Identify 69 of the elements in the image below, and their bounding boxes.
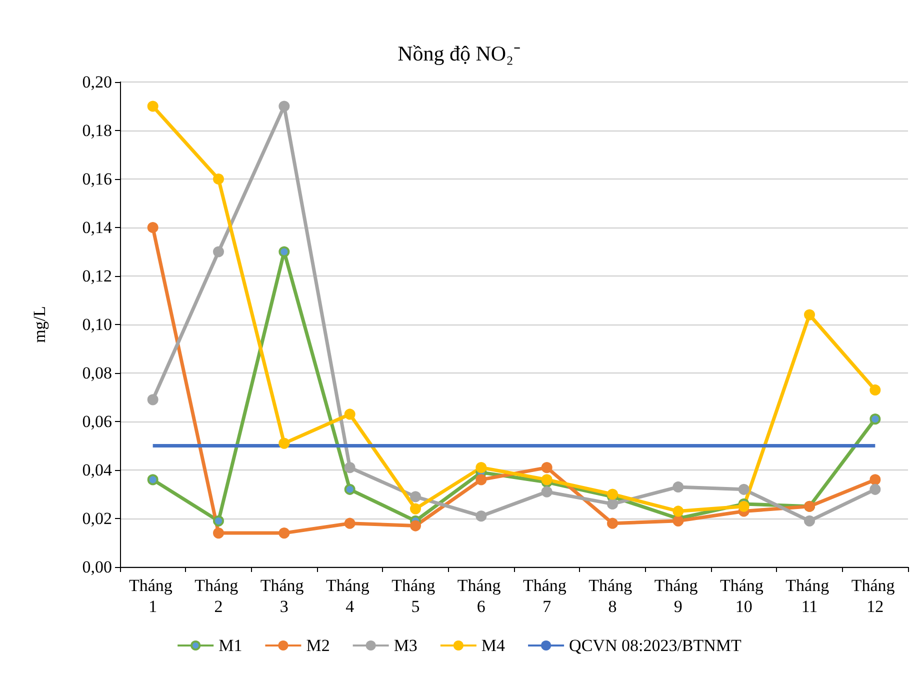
point [213,246,224,258]
point [738,500,750,512]
y-tick-label: 0,06 [82,412,112,431]
point [607,518,618,529]
point [804,515,815,526]
point [541,462,552,474]
point [804,309,815,320]
x-tick-label: Tháng 4 [326,576,374,616]
x-tick-label: Tháng 12 [851,576,900,616]
x-tick-label: Tháng 10 [720,576,768,616]
point [870,384,881,396]
y-axis-title: mg/L [30,306,49,343]
legend-label: M4 [481,636,506,655]
legend-label: M2 [306,636,330,655]
y-tick-label: 0,14 [82,218,112,237]
point [410,491,421,502]
x-tick-label: Tháng 2 [194,576,242,616]
point [870,414,881,425]
point [672,506,684,517]
point [870,474,881,486]
y-tick-label: 0,18 [82,121,112,140]
point [410,503,421,514]
point [476,474,487,486]
point [278,100,290,112]
point [278,528,290,539]
y-tick-label: 0,10 [82,315,112,334]
point [344,518,356,529]
point [410,520,421,532]
y-tick-label: 0,16 [82,170,112,188]
point [344,484,356,495]
y-tick-label: 0,08 [82,364,112,382]
point [344,408,356,420]
point [213,174,224,184]
x-tick-label: Tháng 6 [457,576,506,616]
x-tick-label: Tháng 11 [786,576,834,616]
y-tick-label: 0,00 [82,558,112,576]
y-tick-label: 0,20 [82,72,112,92]
chart-title: Nồng độ NO₂⁻ [398,42,520,66]
point [147,100,158,112]
point [541,474,552,486]
point [476,462,487,474]
y-tick-label: 0,02 [82,509,112,528]
point [213,528,224,539]
point [672,481,684,492]
point [541,486,552,498]
x-tick-label: Tháng 9 [654,576,702,616]
point [607,488,618,500]
point [147,394,158,406]
point [213,515,224,526]
x-tick-label: Tháng 8 [588,576,636,616]
point [278,246,290,258]
point [607,498,618,510]
point [344,462,356,474]
x-tick-label: Tháng 1 [128,576,177,616]
legend-label: M3 [394,636,418,655]
y-tick-label: 0,12 [82,266,112,286]
point [870,484,881,495]
x-tick-label: Tháng 3 [260,576,308,616]
legend-label: QCVN 08:2023/BTNMT [569,636,742,655]
x-tick-label: Tháng 5 [392,576,440,616]
point [476,510,487,522]
point [738,484,750,495]
y-tick-label: 0,04 [82,460,112,480]
point [278,438,290,449]
point [672,515,684,526]
x-tick-label: Tháng 7 [522,576,571,616]
point [147,222,158,233]
legend-label: M1 [218,636,242,655]
point [147,474,158,486]
